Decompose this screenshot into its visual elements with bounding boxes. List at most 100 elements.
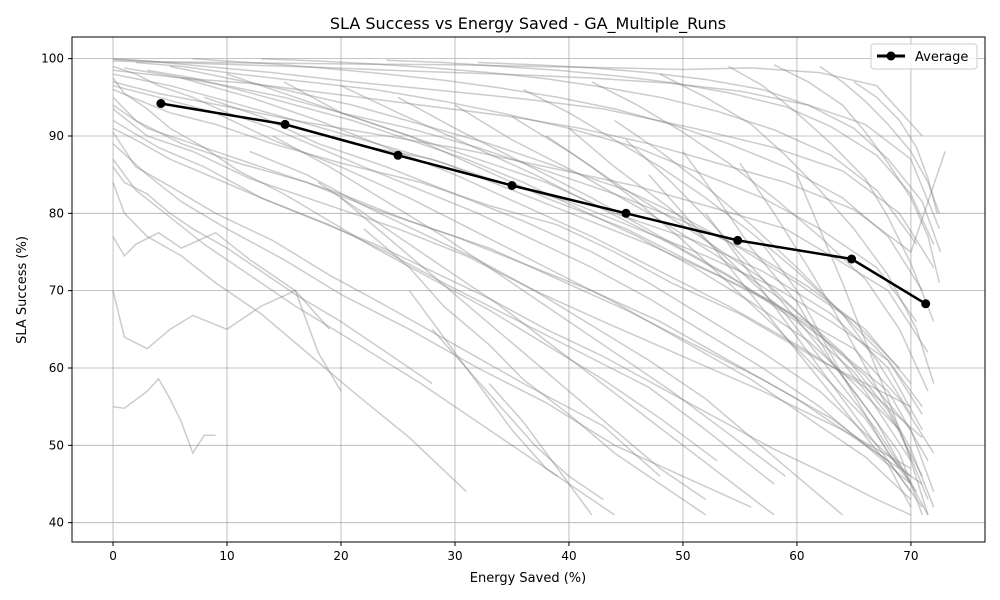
- run-line: [112, 182, 467, 493]
- y-tick-label: 50: [49, 438, 64, 452]
- run-line: [397, 96, 929, 500]
- run-line: [523, 88, 923, 415]
- x-axis-ticks: 0 10 20 30 40 50 60 70: [109, 542, 919, 563]
- run-line: [203, 96, 912, 477]
- run-line: [363, 228, 707, 516]
- y-tick-label: 80: [49, 206, 64, 220]
- x-axis-label: Energy Saved (%): [470, 571, 586, 586]
- run-line: [226, 73, 923, 431]
- average-point: [921, 299, 931, 309]
- run-line: [340, 85, 935, 492]
- run-line: [112, 143, 752, 508]
- run-line: [682, 151, 912, 485]
- average-point: [733, 235, 743, 245]
- run-line: [249, 150, 843, 516]
- legend: Average: [870, 43, 978, 70]
- run-line: [739, 162, 935, 508]
- y-tick-label: 90: [49, 129, 64, 143]
- legend-average-label: Average: [915, 50, 968, 65]
- axes-frame: [71, 36, 986, 543]
- y-tick-label: 100: [41, 52, 64, 66]
- run-line: [181, 77, 923, 439]
- run-line: [112, 289, 342, 392]
- run-line: [112, 231, 331, 330]
- run-line: [511, 116, 912, 462]
- run-line: [272, 135, 786, 477]
- run-line: [659, 73, 935, 384]
- run-line: [488, 383, 593, 516]
- run-line: [408, 290, 616, 516]
- run-line: [169, 65, 901, 369]
- x-tick-label: 30: [447, 549, 462, 563]
- y-axis-label: SLA Success (%): [15, 236, 30, 344]
- run-line: [261, 57, 918, 245]
- grid: [72, 37, 985, 542]
- run-line: [625, 139, 924, 516]
- run-line: [853, 81, 938, 214]
- run-line: [112, 73, 935, 454]
- run-line: [112, 96, 923, 485]
- run-line: [112, 108, 912, 470]
- run-line: [112, 69, 946, 254]
- run-line: [112, 58, 923, 137]
- run-line: [124, 67, 912, 384]
- run-line: [340, 197, 707, 501]
- run-line: [147, 69, 901, 431]
- run-line: [317, 181, 775, 516]
- run-line: [568, 127, 918, 493]
- x-tick-label: 60: [789, 549, 804, 563]
- run-line: [454, 104, 923, 477]
- run-line: [705, 212, 912, 493]
- run-line: [135, 61, 918, 323]
- x-tick-label: 20: [333, 549, 348, 563]
- run-line: [477, 61, 942, 253]
- run-line: [728, 65, 935, 322]
- x-tick-label: 0: [109, 549, 117, 563]
- run-line: [215, 112, 912, 501]
- run-line: [819, 65, 941, 214]
- run-line: [431, 328, 604, 501]
- run-line: [112, 57, 935, 268]
- run-line: [112, 166, 433, 385]
- y-tick-label: 60: [49, 361, 64, 375]
- average-point: [393, 150, 403, 160]
- chart-title: SLA Success vs Energy Saved - GA_Multipl…: [330, 14, 726, 34]
- run-line: [591, 81, 929, 392]
- average-point: [507, 181, 517, 190]
- average-point: [621, 208, 631, 218]
- run-line: [545, 135, 901, 469]
- average-line: [160, 102, 927, 305]
- run-line: [112, 127, 912, 516]
- y-tick-label: 70: [49, 284, 64, 298]
- run-line: [283, 81, 929, 462]
- legend-box: [870, 43, 978, 70]
- run-line: [112, 377, 216, 455]
- y-tick-label: 40: [49, 516, 64, 530]
- run-line: [112, 88, 912, 408]
- average-point: [847, 254, 857, 264]
- x-tick-label: 50: [675, 549, 690, 563]
- run-line: [112, 131, 661, 477]
- run-line: [762, 243, 929, 516]
- y-axis-ticks: 40 50 60 70 80 90 100: [41, 52, 72, 530]
- run-line: [112, 119, 775, 485]
- legend-average-marker: [886, 51, 896, 61]
- run-line: [112, 65, 912, 485]
- run-line: [112, 158, 559, 477]
- run-line: [112, 104, 923, 508]
- average-series: [156, 99, 931, 309]
- x-tick-label: 40: [561, 549, 576, 563]
- run-line: [648, 174, 912, 508]
- x-tick-label: 70: [903, 549, 918, 563]
- run-line: [773, 64, 941, 284]
- run-line: [112, 60, 941, 230]
- average-point: [156, 99, 166, 108]
- run-line: [796, 174, 929, 516]
- average-point: [280, 119, 290, 129]
- run-line: [192, 57, 923, 292]
- run-line: [386, 59, 935, 245]
- x-tick-label: 10: [219, 549, 234, 563]
- run-line: [112, 77, 718, 462]
